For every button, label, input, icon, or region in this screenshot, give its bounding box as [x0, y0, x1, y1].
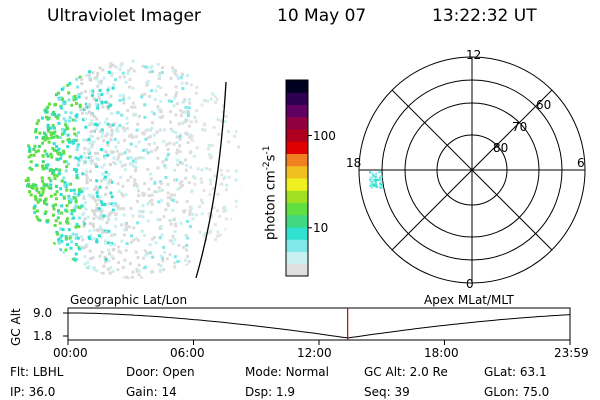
colorbar-segment — [286, 251, 308, 265]
info-glat-key: GLat: — [484, 365, 517, 379]
info-glat-value: 63.1 — [519, 365, 547, 379]
colorbar-segment — [286, 190, 308, 203]
mlt-label-12: 12 — [466, 48, 482, 62]
info-glon: GLon: 75.0 — [484, 386, 549, 398]
colorbar-segment — [286, 92, 308, 105]
apex-label: Apex MLat/MLT — [424, 293, 514, 307]
colorbar-unit-label: photon cm-2s-1 — [262, 145, 279, 240]
colorbar-tick-100: 100 — [313, 128, 336, 143]
instrument-title: Ultraviolet Imager — [47, 6, 201, 26]
colorbar-segment — [286, 263, 308, 277]
polar-grid — [358, 56, 586, 284]
colorbar-segment — [286, 214, 308, 228]
colorbar-unit-exp1: -2 — [262, 161, 272, 171]
colorbar-tick-10: 10 — [313, 220, 329, 235]
info-mode-key: Mode: — [245, 365, 282, 379]
info-ip: IP: 36.0 — [10, 386, 55, 398]
xtick-label-1800: 18:00 — [424, 346, 459, 360]
colorbar-segment — [286, 129, 308, 142]
info-gcalt-key: GC Alt: — [364, 365, 406, 379]
colorbar-segment — [286, 202, 308, 216]
info-glon-key: GLon: — [484, 385, 519, 399]
colorbar-unit-base: photon cm — [263, 170, 279, 240]
colorbar-segment — [286, 178, 308, 191]
colorbar-segment — [286, 104, 308, 118]
info-gcalt-value: 2.0 Re — [409, 365, 448, 379]
globe-image — [24, 59, 244, 279]
altitude-plot — [63, 307, 571, 345]
info-door: Door: Open — [126, 366, 195, 378]
colorbar-frame — [285, 79, 309, 277]
info-dsp-value: 1.9 — [275, 385, 296, 399]
info-seq: Seq: 39 — [364, 386, 410, 398]
info-gain: Gain: 14 — [126, 386, 177, 398]
info-dsp: Dsp: 1.9 — [245, 386, 295, 398]
altitude-ylabel: GC Alt — [9, 308, 23, 346]
info-flt-key: Flt: — [10, 365, 29, 379]
altitude-plot-frame — [67, 307, 571, 341]
terminator-line — [195, 81, 227, 279]
ytick-label-9: 9.0 — [33, 306, 53, 320]
info-dsp-key: Dsp: — [245, 385, 273, 399]
colorbar-segment — [286, 153, 308, 167]
mlt-label-6: 6 — [577, 156, 585, 170]
info-gain-value: 14 — [161, 385, 177, 399]
colorbar-unit-mid: s — [263, 154, 279, 162]
colorbar-segment — [286, 239, 308, 252]
xtick-label-0000: 00:00 — [53, 346, 88, 360]
lat-label-70: 70 — [512, 120, 528, 134]
info-ip-key: IP: — [10, 385, 25, 399]
altitude-curve — [68, 312, 571, 339]
info-seq-value: 39 — [394, 385, 410, 399]
info-gain-key: Gain: — [126, 385, 158, 399]
colorbar-segment — [286, 80, 308, 93]
ytick-label-1-8: 1.8 — [33, 329, 53, 343]
mlt-label-18: 18 — [346, 156, 362, 170]
colorbar-unit-exp2: -1 — [262, 145, 272, 155]
colorbar-segment — [286, 116, 308, 130]
altitude-xticks — [67, 340, 571, 345]
time-label: 13:22:32 UT — [432, 6, 537, 26]
colorbar-segment — [286, 227, 308, 240]
polar-diagonal-2 — [391, 89, 553, 251]
info-door-value: Open — [162, 365, 195, 379]
info-mode-value: Normal — [285, 365, 329, 379]
info-mode: Mode: Normal — [245, 366, 329, 378]
info-ip-value: 36.0 — [28, 385, 56, 399]
colorbar-segment — [286, 165, 308, 179]
info-glon-value: 75.0 — [522, 385, 550, 399]
info-glat: GLat: 63.1 — [484, 366, 547, 378]
xtick-label-2359: 23:59 — [554, 346, 589, 360]
info-flt: Flt: LBHL — [10, 366, 63, 378]
polar-aurora-spot — [369, 171, 383, 189]
xtick-label-1200: 12:00 — [297, 346, 332, 360]
colorbar-segment — [286, 141, 308, 154]
xtick-label-0600: 06:00 — [170, 346, 205, 360]
info-seq-key: Seq: — [364, 385, 391, 399]
info-flt-value: LBHL — [32, 365, 64, 379]
lat-label-80: 80 — [493, 141, 509, 155]
info-gcalt: GC Alt: 2.0 Re — [364, 366, 448, 378]
date-label: 10 May 07 — [277, 6, 367, 26]
mlt-label-0: 0 — [466, 277, 474, 291]
info-door-key: Door: — [126, 365, 159, 379]
lat-label-60: 60 — [536, 98, 552, 112]
geographic-label: Geographic Lat/Lon — [70, 293, 188, 307]
colorbar — [285, 79, 312, 277]
